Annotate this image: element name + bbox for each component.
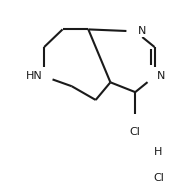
Text: N: N <box>137 26 146 36</box>
Text: H: H <box>154 147 163 157</box>
Text: HN: HN <box>26 71 42 81</box>
Text: Cl: Cl <box>130 127 141 137</box>
Text: N: N <box>157 71 165 81</box>
Text: Cl: Cl <box>153 173 164 183</box>
